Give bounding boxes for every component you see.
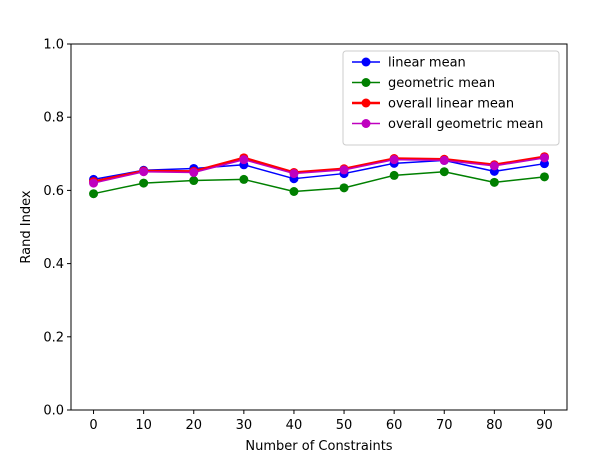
- series-geometric-mean: [89, 167, 549, 199]
- series-line: [93, 170, 545, 195]
- x-tick-label: 0: [89, 418, 97, 433]
- series-overall-geometric-mean: [89, 153, 549, 188]
- series-line: [93, 157, 545, 184]
- series-line: [93, 159, 545, 181]
- x-axis-title: Number of Constraints: [245, 439, 392, 454]
- x-tick-label: 40: [286, 418, 303, 433]
- x-axis: 0 10 20 30 40 50 60 70 80 90: [89, 410, 553, 433]
- legend-item: linear mean: [352, 56, 466, 71]
- plot-frame: [70, 43, 568, 411]
- legend-item: overall geometric mean: [352, 117, 543, 132]
- x-tick-label: 70: [436, 418, 453, 433]
- y-tick-label: 0.8: [43, 111, 64, 126]
- x-tick-label: 80: [486, 418, 503, 433]
- x-tick-label: 50: [336, 418, 353, 433]
- data-point: [539, 153, 549, 163]
- legend-marker: [361, 98, 371, 108]
- y-tick-label: 0.0: [43, 404, 64, 419]
- data-point: [439, 155, 449, 165]
- y-tick-label: 0.4: [43, 257, 64, 272]
- data-point: [89, 189, 99, 199]
- data-point: [139, 178, 149, 188]
- y-axis: 0.0 0.2 0.4 0.6 0.8 1.0: [43, 38, 71, 419]
- data-point: [339, 183, 349, 193]
- legend-box: [342, 50, 560, 146]
- legend-label: linear mean: [388, 56, 466, 71]
- series-layer: [89, 152, 549, 199]
- legend-label: geometric mean: [388, 76, 495, 91]
- legend-item: overall linear mean: [352, 97, 514, 112]
- legend-marker: [361, 57, 371, 67]
- y-axis-title: Rand Index: [19, 190, 34, 263]
- legend-marker: [361, 119, 371, 128]
- data-point: [339, 165, 349, 175]
- series-line: [93, 155, 545, 183]
- data-point: [389, 170, 399, 180]
- data-point: [539, 172, 549, 182]
- data-point: [139, 167, 149, 177]
- legend-label: overall geometric mean: [388, 117, 543, 132]
- data-point: [89, 178, 99, 188]
- x-tick-label: 20: [185, 418, 202, 433]
- x-tick-label: 30: [236, 418, 253, 433]
- y-tick-label: 1.0: [43, 38, 64, 53]
- x-tick-label: 10: [135, 418, 152, 433]
- legend-item: geometric mean: [352, 76, 495, 91]
- x-tick-label: 60: [386, 418, 403, 433]
- data-point: [289, 186, 299, 196]
- data-point: [289, 169, 299, 179]
- data-point: [489, 177, 499, 187]
- data-point: [439, 167, 449, 177]
- legend: linear mean geometric mean overall linear …: [342, 50, 560, 146]
- data-point: [489, 161, 499, 171]
- legend-label: overall linear mean: [388, 97, 514, 112]
- data-point: [389, 155, 399, 165]
- data-point: [189, 176, 199, 186]
- y-tick-label: 0.2: [43, 330, 64, 345]
- y-tick-label: 0.6: [43, 184, 64, 199]
- legend-marker: [361, 78, 371, 87]
- data-point: [239, 155, 249, 165]
- x-tick-label: 90: [536, 418, 553, 433]
- data-point: [239, 174, 249, 184]
- data-point: [189, 167, 199, 177]
